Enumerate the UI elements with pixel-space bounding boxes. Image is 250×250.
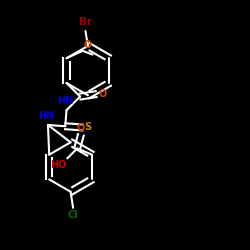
Text: O: O <box>77 123 85 133</box>
Text: Cl: Cl <box>68 210 78 220</box>
Text: Br: Br <box>79 17 92 27</box>
Text: S: S <box>84 122 92 132</box>
Text: HN: HN <box>38 110 55 120</box>
Text: HN: HN <box>57 96 74 106</box>
Text: O: O <box>83 40 91 50</box>
Text: HO: HO <box>50 160 66 170</box>
Text: O: O <box>98 89 106 99</box>
